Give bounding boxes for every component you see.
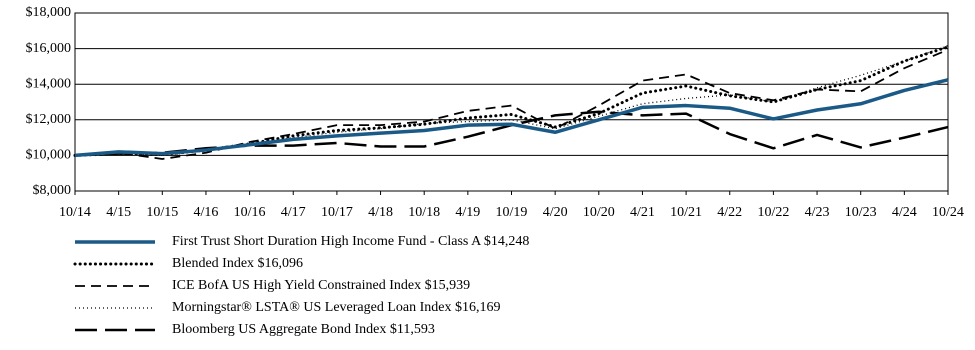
x-tick-label: 10/15 <box>146 205 178 220</box>
legend-label: First Trust Short Duration High Income F… <box>172 234 529 249</box>
x-tick-label: 10/23 <box>845 205 877 220</box>
x-tick-label: 10/17 <box>321 205 353 220</box>
legend-label: Bloomberg US Aggregate Bond Index $11,59… <box>172 322 435 337</box>
y-tick-label: $14,000 <box>26 76 72 91</box>
legend-label: Morningstar® LSTA® US Leveraged Loan Ind… <box>172 300 500 315</box>
y-tick-label: $8,000 <box>33 183 72 198</box>
x-tick-label: 10/21 <box>670 205 702 220</box>
series-line <box>73 45 950 157</box>
x-tick-label: 10/14 <box>59 205 91 220</box>
legend-label: Blended Index $16,096 <box>172 256 303 271</box>
x-tick-label: 4/23 <box>805 205 830 220</box>
x-tick-label: 10/24 <box>932 205 964 220</box>
x-tick-label: 10/22 <box>757 205 789 220</box>
y-tick-label: $10,000 <box>26 148 72 163</box>
y-tick-label: $12,000 <box>26 112 72 127</box>
plot-frame <box>74 12 949 192</box>
x-tick-label: 10/20 <box>583 205 615 220</box>
series-line <box>74 48 949 160</box>
legend-label: ICE BofA US High Yield Constrained Index… <box>172 278 470 293</box>
x-tick-label: 4/21 <box>630 205 655 220</box>
y-tick-label: $18,000 <box>26 5 72 20</box>
series-line <box>74 78 949 158</box>
x-tick-label: 4/22 <box>717 205 742 220</box>
x-tick-label: 4/20 <box>543 205 568 220</box>
x-tick-label: 10/18 <box>408 205 440 220</box>
x-tick-label: 4/17 <box>281 205 306 220</box>
y-tick-label: $16,000 <box>26 41 72 56</box>
x-tick-label: 4/15 <box>106 205 131 220</box>
x-tick-label: 4/24 <box>892 205 917 220</box>
x-tick-label: 10/16 <box>234 205 266 220</box>
x-tick-label: 4/16 <box>194 205 219 220</box>
x-tick-label: 10/19 <box>496 205 528 220</box>
x-tick-label: 4/19 <box>455 205 480 220</box>
x-tick-label: 4/18 <box>368 205 393 220</box>
series-line <box>74 44 949 157</box>
